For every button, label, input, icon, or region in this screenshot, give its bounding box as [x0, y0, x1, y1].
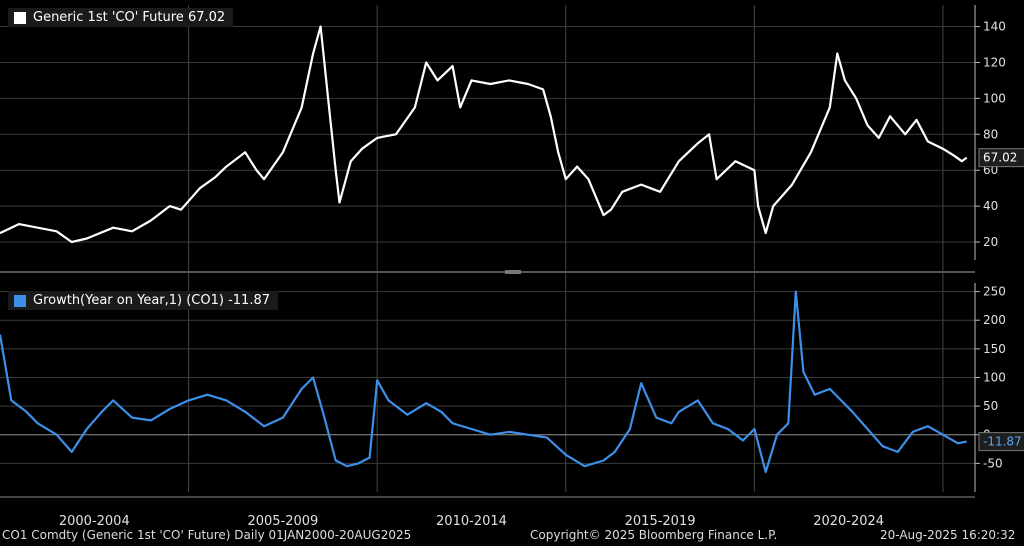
x-tick-label: 2005-2009 [247, 514, 318, 529]
last-value-label: -11.87 [983, 435, 1022, 449]
legend-label-price: Generic 1st 'CO' Future 67.02 [33, 10, 226, 25]
legend-label-growth: Growth(Year on Year,1) (CO1) -11.87 [33, 293, 271, 308]
footer-security-info: CO1 Comdty (Generic 1st 'CO' Future) Dai… [2, 528, 412, 542]
y-tick-label: 20 [983, 235, 998, 249]
y-tick-label: 80 [983, 127, 998, 141]
y-tick-label: 200 [983, 313, 1006, 327]
y-tick-label: 100 [983, 370, 1006, 384]
y-tick-label: 50 [983, 399, 998, 413]
last-value-box [978, 432, 1024, 452]
legend-price: Generic 1st 'CO' Future 67.02 [8, 8, 234, 27]
series-line-growth [0, 290, 967, 474]
series-line-price [0, 25, 968, 244]
legend-swatch-price [14, 11, 26, 24]
x-tick-label: 2010-2014 [436, 514, 507, 529]
last-value-box [978, 148, 1024, 168]
x-tick-label: 2015-2019 [625, 514, 696, 529]
x-tick-label: 2000-2004 [59, 514, 130, 529]
panel-divider-handle [505, 270, 521, 274]
legend-swatch-growth [14, 294, 26, 307]
y-tick-label: 140 [983, 20, 1006, 34]
x-tick-label: 2020-2024 [813, 514, 884, 529]
y-tick-label: 120 [983, 55, 1006, 69]
y-tick-label: 250 [983, 285, 1006, 299]
y-tick-label: 150 [983, 342, 1006, 356]
y-tick-label: -50 [983, 456, 1003, 470]
last-value-label: 67.02 [983, 151, 1017, 165]
y-tick-label: 40 [983, 199, 998, 213]
footer-timestamp: 20-Aug-2025 16:20:32 [880, 528, 1016, 542]
y-tick-label: 100 [983, 91, 1006, 105]
footer-copyright: Copyright© 2025 Bloomberg Finance L.P. [530, 528, 778, 542]
legend-growth: Growth(Year on Year,1) (CO1) -11.87 [8, 291, 279, 310]
